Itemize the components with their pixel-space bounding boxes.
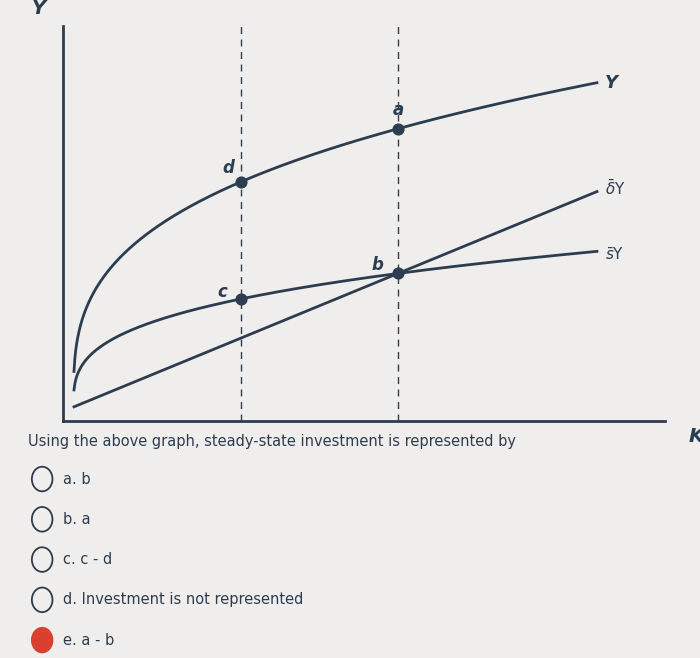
- Text: d: d: [222, 159, 234, 177]
- Text: b. a: b. a: [64, 512, 91, 527]
- Text: d. Investment is not represented: d. Investment is not represented: [64, 592, 304, 607]
- Text: e. a - b: e. a - b: [64, 632, 115, 647]
- Text: c: c: [218, 283, 228, 301]
- Text: a: a: [393, 101, 404, 119]
- Point: [235, 176, 246, 187]
- Text: a. b: a. b: [64, 472, 91, 486]
- Text: Using the above graph, steady-state investment is represented by: Using the above graph, steady-state inve…: [28, 434, 516, 449]
- Point: [235, 293, 246, 304]
- Text: b: b: [371, 256, 383, 274]
- Text: K: K: [689, 428, 700, 446]
- Text: c. c - d: c. c - d: [64, 552, 113, 567]
- Text: $\bar{s}$Y: $\bar{s}$Y: [605, 247, 624, 263]
- Point: [393, 124, 404, 134]
- Text: $\bar{\delta}$Y: $\bar{\delta}$Y: [605, 178, 625, 197]
- Ellipse shape: [32, 628, 52, 653]
- Text: Y: Y: [32, 0, 46, 18]
- Point: [393, 268, 404, 279]
- Text: Y: Y: [605, 74, 618, 91]
